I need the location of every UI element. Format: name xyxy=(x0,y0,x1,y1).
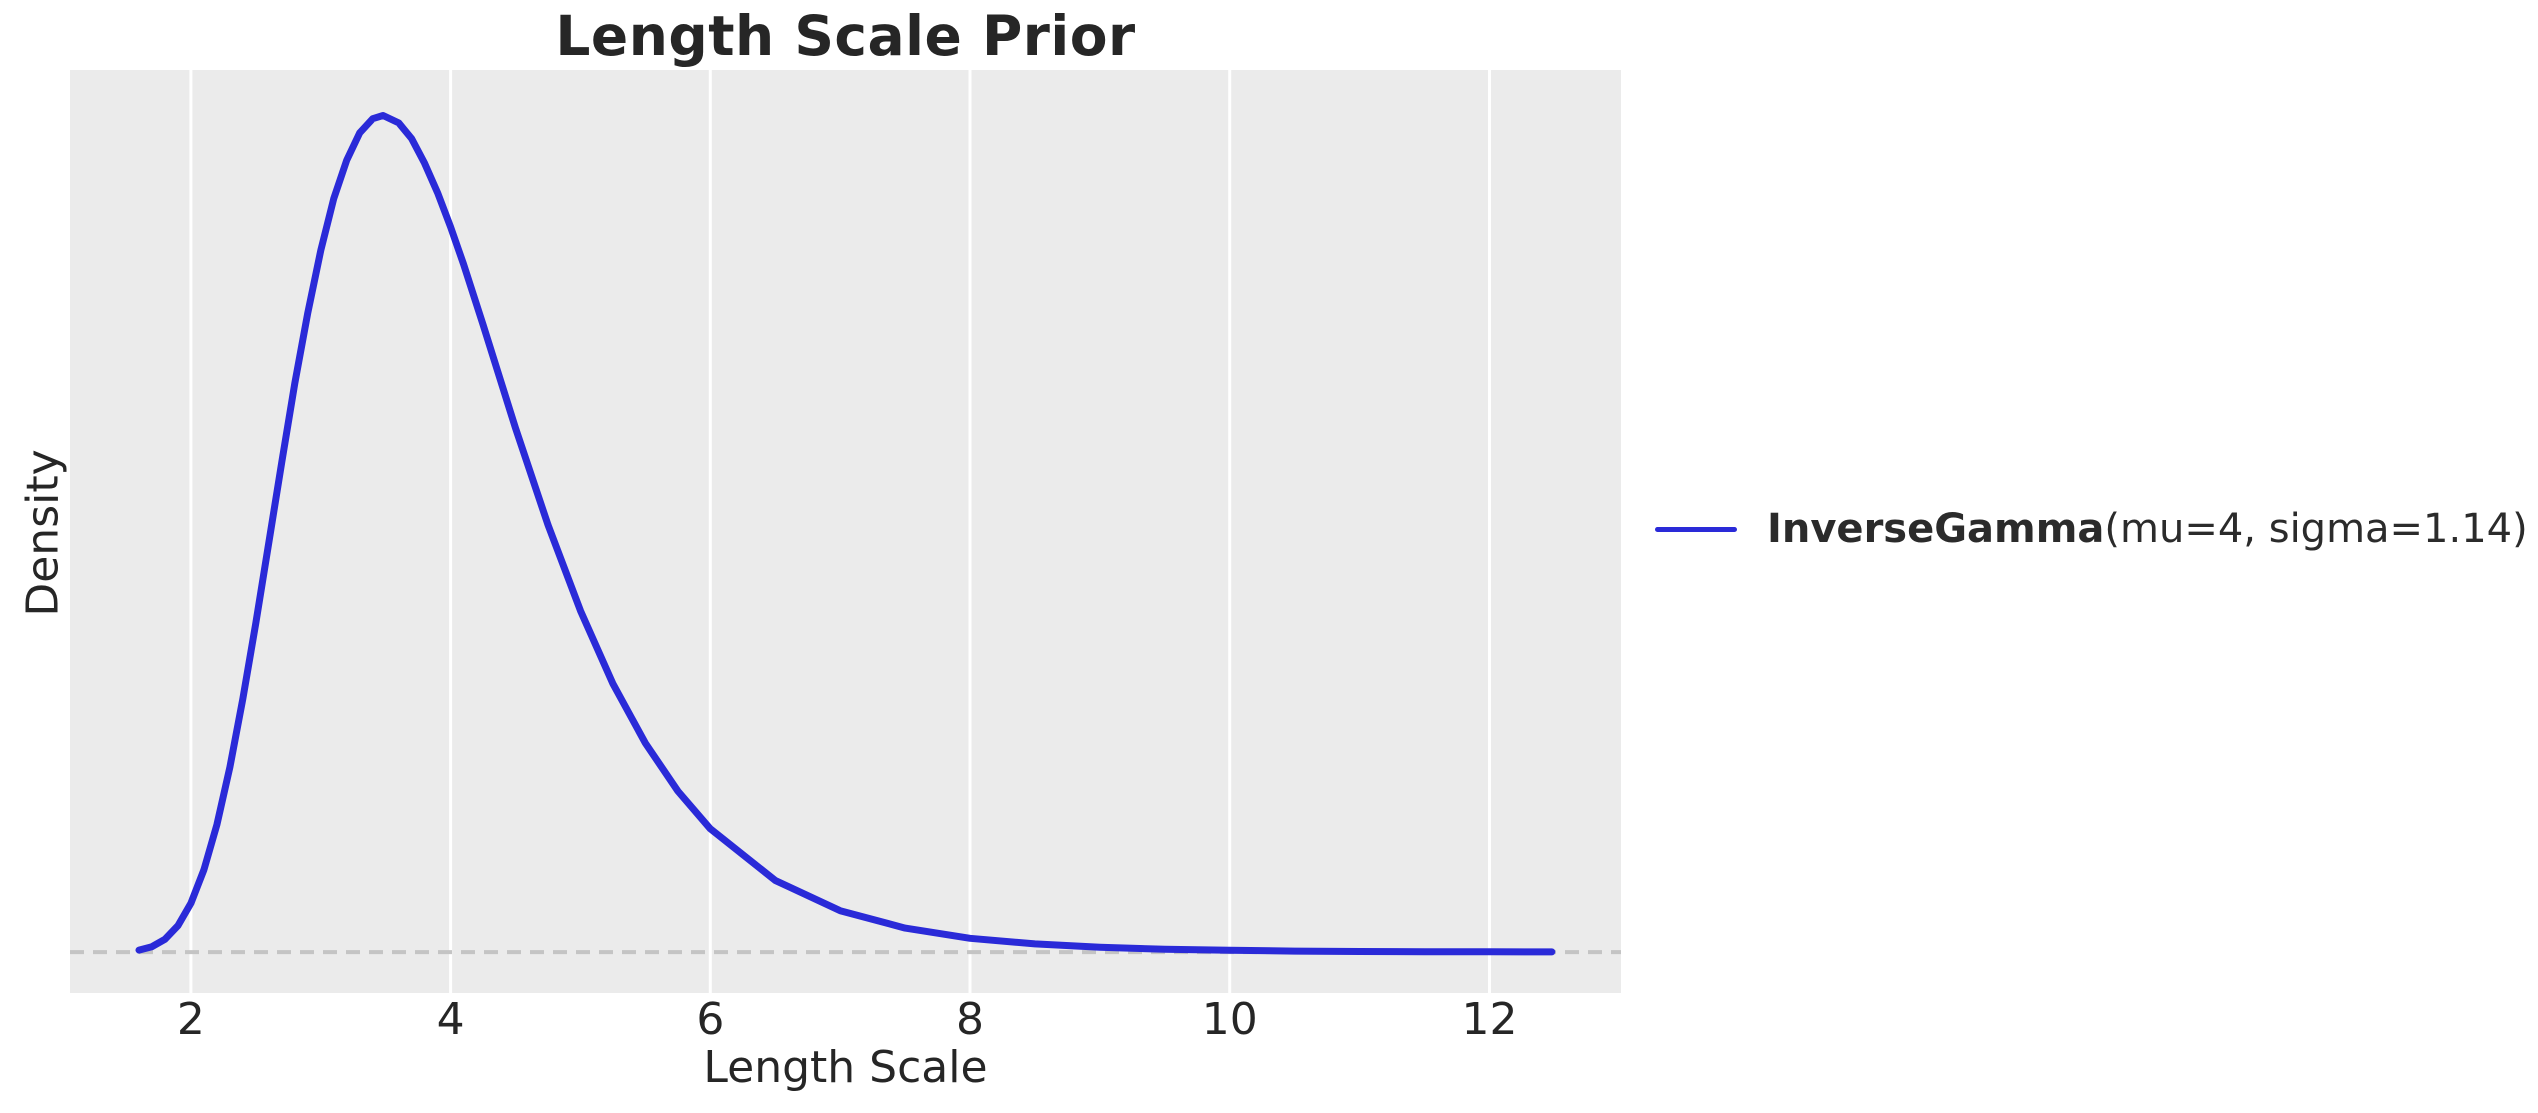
x-tick-label-10: 10 xyxy=(1201,994,1258,1045)
density-curve xyxy=(135,112,1556,956)
plot-background xyxy=(70,70,1621,993)
legend-label-distribution-name: InverseGamma xyxy=(1767,506,2105,552)
plot-svg xyxy=(70,70,1621,993)
plot-area xyxy=(70,70,1621,993)
y-axis-label: Density xyxy=(17,449,69,617)
x-tick-label-12: 12 xyxy=(1461,994,1518,1045)
x-tick-label-8: 8 xyxy=(956,994,985,1045)
legend-label: InverseGamma(mu=4, sigma=1.14) xyxy=(1767,506,2528,552)
x-tick-label-4: 4 xyxy=(436,994,465,1045)
x-tick-label-6: 6 xyxy=(696,994,725,1045)
legend-label-parameters: (mu=4, sigma=1.14) xyxy=(2104,506,2528,552)
x-axis-label: Length Scale xyxy=(703,1042,988,1093)
legend-line-swatch xyxy=(1655,526,1737,532)
chart-title: Length Scale Prior xyxy=(555,4,1136,68)
legend: InverseGamma(mu=4, sigma=1.14) xyxy=(1655,506,2528,552)
x-tick-label-2: 2 xyxy=(176,994,205,1045)
